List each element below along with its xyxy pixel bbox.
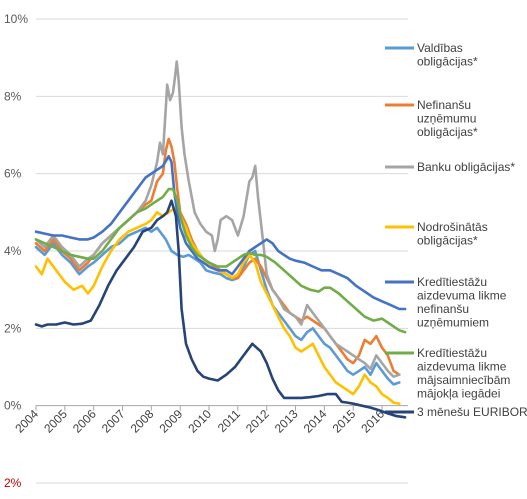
y-axis-ticks: 10% 8% 6% 4% 2% 0% 2%	[4, 12, 28, 490]
series-line-3	[34, 60, 401, 378]
x-axis: 2004 2005 2006 2007 2008 2009 2010 2011 2012 2013…	[12, 405, 408, 436]
legend-label: obligācijas*	[417, 55, 478, 69]
legend-label: aizdevuma likme	[417, 360, 507, 374]
legend-label: Banku obligācijas*	[417, 160, 515, 174]
legend-label: Valdības	[417, 41, 463, 55]
x-tick-label: 2005	[41, 407, 70, 436]
legend-label: mājsaimniecībām	[417, 373, 510, 387]
legend-label: nefinanšu	[417, 302, 469, 316]
x-tick-label: 2013	[272, 407, 301, 436]
y-tick-label: 2%	[4, 476, 22, 490]
legend-label: obligācijas*	[417, 125, 478, 139]
x-tick-label: 2012	[243, 407, 272, 436]
series-line-7	[34, 199, 407, 419]
x-tick-label: 2014	[301, 407, 330, 436]
x-tick-label: 2008	[128, 407, 157, 436]
legend-label: uzņēmumu	[417, 112, 476, 126]
x-tick-label: 2010	[185, 407, 214, 436]
y-tick-label: 8%	[4, 89, 22, 103]
legend-label: uzņēmumiem	[417, 316, 489, 330]
legend-label: mājokļa iegādei	[417, 387, 500, 401]
y-tick-label: 0%	[4, 399, 22, 413]
series-line-5	[34, 155, 407, 311]
x-tick-label: 2015	[330, 407, 359, 436]
y-tick-label: 2%	[4, 321, 22, 335]
legend-label: 3 mēnešu EURIBOR	[417, 405, 527, 419]
x-tick-label: 2011	[215, 407, 243, 435]
y-tick-label: 6%	[4, 167, 22, 181]
legend-item: Banku obligācijas*	[385, 160, 515, 174]
legend-item: 3 mēnešu EURIBOR	[385, 405, 527, 419]
series-lines	[34, 60, 407, 419]
legend-label: Kredītiestāžu	[417, 275, 487, 289]
x-tick-label: 2006	[70, 407, 99, 436]
x-tick-label: 2007	[99, 407, 128, 436]
legend: Valdībasobligācijas*Nefinanšuuzņēmumuobl…	[385, 41, 527, 419]
series-line-6	[34, 187, 407, 334]
y-tick-label: 10%	[4, 12, 28, 26]
legend-label: obligācijas*	[417, 234, 478, 248]
legend-label: Nefinanšu	[417, 98, 471, 112]
legend-label: Kredītiestāžu	[417, 346, 487, 360]
y-tick-label: 4%	[4, 244, 22, 258]
legend-label: aizdevuma likme	[417, 289, 507, 303]
x-tick-label: 2009	[157, 407, 186, 436]
legend-label: Nodrošinātās	[417, 220, 488, 234]
series-line-4	[34, 207, 401, 405]
